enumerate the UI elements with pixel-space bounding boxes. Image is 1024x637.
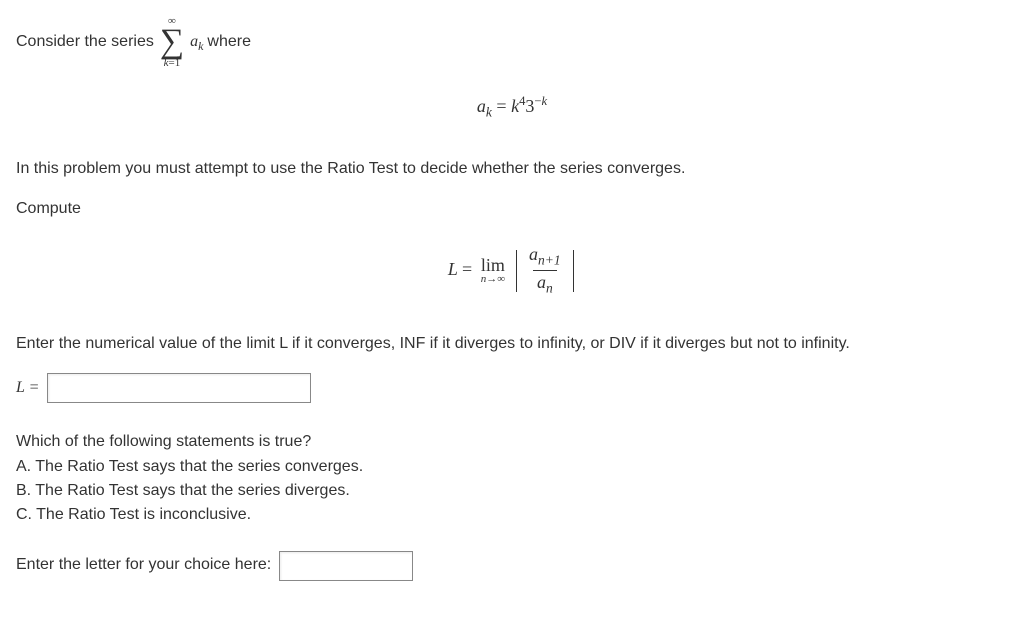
ratio-fraction: an+1 an	[525, 245, 565, 297]
ak-definition: ak = k43−k	[16, 93, 1008, 122]
ratio-test-instruction: In this problem you must attempt to use …	[16, 158, 1008, 180]
equals-sign: =	[462, 259, 477, 279]
lim-text: lim	[481, 256, 505, 274]
series-sum: ∞ ∑ k=1 ak	[158, 16, 204, 69]
sigma-notation: ∞ ∑ k=1	[160, 16, 184, 69]
L-var: L	[448, 259, 458, 279]
fraction-denominator: an	[533, 270, 557, 296]
abs-bar-right	[573, 250, 574, 292]
series-intro: Consider the series ∞ ∑ k=1 ak where	[16, 16, 1008, 69]
mc-option-a: A. The Ratio Test says that the series c…	[16, 456, 1008, 478]
mc-question: Which of the following statements is tru…	[16, 431, 1008, 453]
limit-answer-row: L =	[16, 373, 1008, 403]
lim-subscript: n→∞	[481, 274, 505, 285]
L-equals-label: L =	[16, 377, 39, 399]
multiple-choice-block: Which of the following statements is tru…	[16, 431, 1008, 527]
intro-prefix: Consider the series	[16, 31, 154, 53]
compute-label: Compute	[16, 198, 1008, 220]
mc-option-c: C. The Ratio Test is inconclusive.	[16, 504, 1008, 526]
ak-lhs: ak	[477, 96, 492, 116]
limit-input[interactable]	[47, 373, 311, 403]
limit-operator: lim n→∞	[481, 256, 505, 285]
series-term: ak	[190, 33, 203, 50]
sum-lower: k=1	[164, 58, 181, 69]
limit-expression: L = lim n→∞ an+1 an	[16, 245, 1008, 297]
choice-answer-row: Enter the letter for your choice here:	[16, 551, 1008, 581]
intro-suffix: where	[207, 31, 251, 53]
equals-sign: =	[496, 96, 511, 116]
choice-prompt: Enter the letter for your choice here:	[16, 554, 271, 576]
abs-bar-left	[516, 250, 517, 292]
ak-rhs: k43−k	[511, 96, 547, 116]
mc-option-b: B. The Ratio Test says that the series d…	[16, 480, 1008, 502]
limit-entry-instruction: Enter the numerical value of the limit L…	[16, 333, 1008, 355]
choice-input[interactable]	[279, 551, 413, 581]
sigma-icon: ∑	[160, 27, 184, 58]
fraction-numerator: an+1	[525, 245, 565, 270]
